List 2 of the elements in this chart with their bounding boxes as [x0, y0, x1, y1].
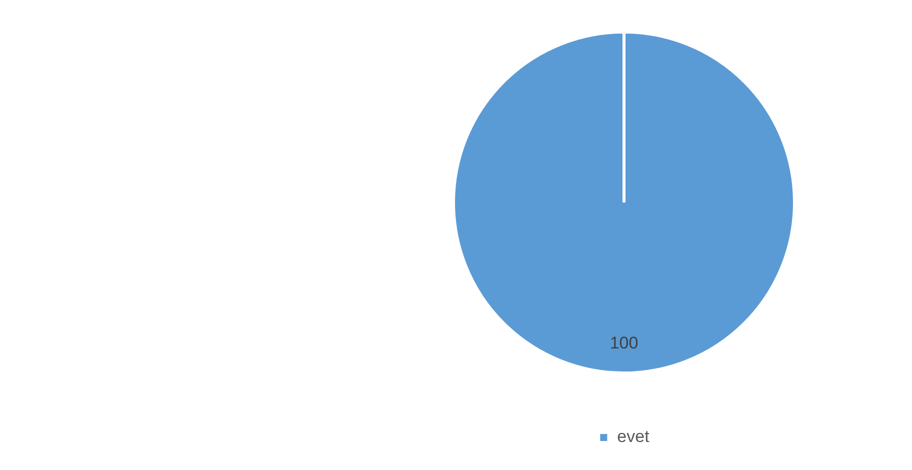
legend-label: evet: [617, 427, 650, 446]
data-label: 100: [610, 334, 638, 353]
